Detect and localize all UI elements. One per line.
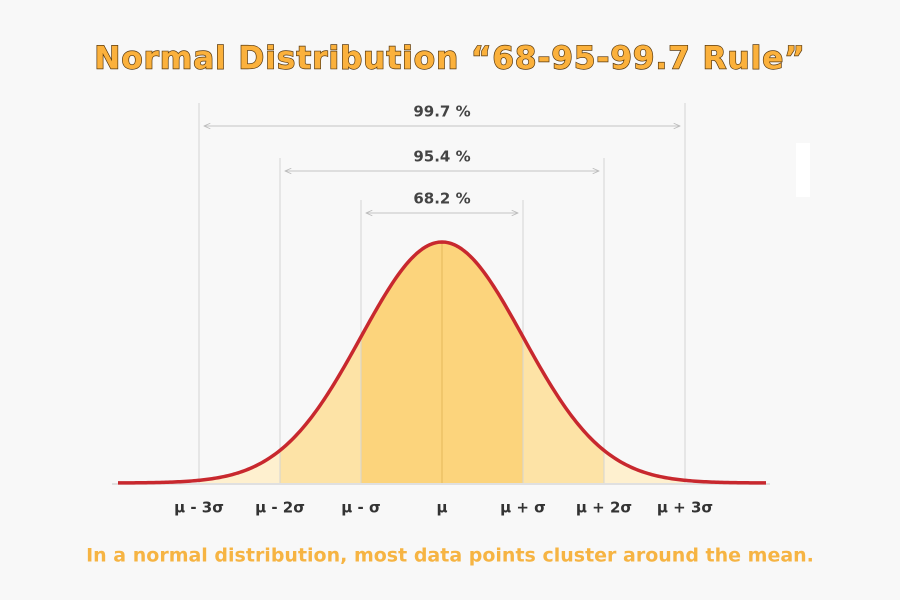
range-label: 95.4 % (413, 148, 470, 166)
axis-label: μ - σ (341, 499, 380, 517)
curve-group: 99.7 % 95.4 % 68.2 % μ - 3σ μ - 2σ μ - σ μ μ + … (112, 103, 770, 517)
axis-label: μ + σ (500, 499, 546, 517)
axis-label: μ (436, 499, 447, 517)
range-label: 99.7 % (413, 103, 470, 121)
normal-curve (117, 240, 767, 485)
caption: In a normal distribution, most data poin… (86, 545, 814, 567)
axis-label: μ + 2σ (576, 499, 632, 517)
title: Normal Distribution “68-95-99.7 Rule” (94, 41, 805, 77)
axis-label: μ + 3σ (657, 499, 713, 517)
axis-label: μ - 3σ (174, 499, 224, 517)
blank-patch (796, 143, 810, 197)
axis-label: μ - 2σ (255, 499, 305, 517)
range-label: 68.2 % (413, 190, 470, 208)
